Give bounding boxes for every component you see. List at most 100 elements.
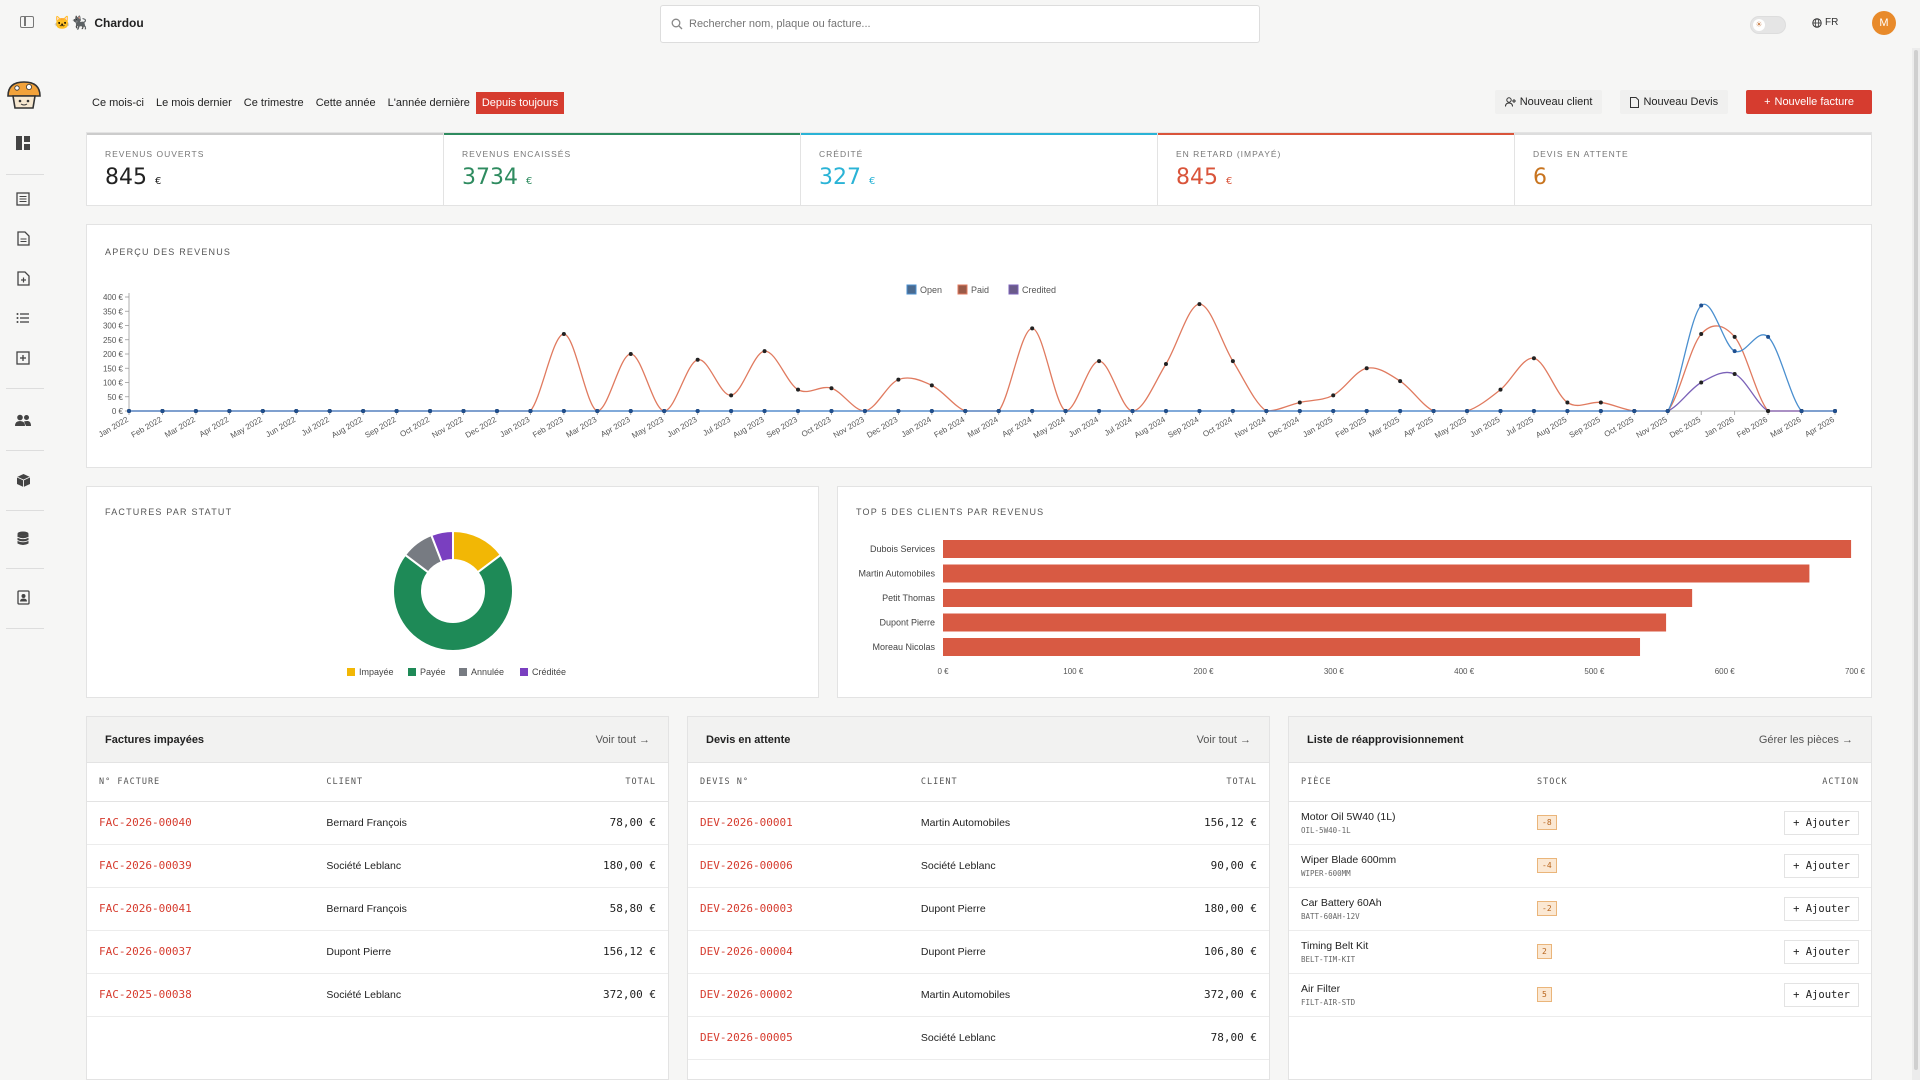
table-row[interactable]: DEV-2026-00001 Martin Automobiles 156,12 € bbox=[688, 801, 1269, 845]
kpi-open-revenue[interactable]: REVENUS OUVERTS 845 € bbox=[87, 133, 444, 205]
data-point bbox=[1431, 409, 1436, 413]
period-last-year[interactable]: L'année dernière bbox=[387, 97, 470, 109]
mushroom-logo-icon[interactable] bbox=[4, 78, 44, 112]
view-all-link[interactable]: Voir tout → bbox=[1196, 733, 1251, 746]
add-item-icon[interactable] bbox=[14, 349, 32, 367]
data-point bbox=[762, 349, 767, 354]
table-row[interactable]: FAC-2026-00040 Bernard François 78,00 € bbox=[87, 801, 668, 845]
stock-cell: 5 bbox=[1525, 973, 1676, 1017]
theme-toggle[interactable]: ☀ bbox=[1750, 16, 1786, 34]
add-part-button[interactable]: + Ajouter bbox=[1784, 939, 1859, 964]
database-icon[interactable] bbox=[14, 529, 32, 547]
kpi-overdue[interactable]: EN RETARD (IMPAYÉ) 845 € bbox=[1158, 133, 1515, 205]
kpi-pending-quotes[interactable]: DEVIS EN ATTENTE 6 bbox=[1515, 133, 1871, 205]
invoice-number-link[interactable]: FAC-2026-00039 bbox=[87, 844, 315, 888]
x-tick-label: Jul 2025 bbox=[1504, 415, 1535, 438]
invoice-number-link[interactable]: FAC-2025-00038 bbox=[87, 973, 315, 1017]
document-icon[interactable] bbox=[14, 229, 32, 247]
kpi-accent-bar bbox=[1515, 133, 1871, 135]
table-row[interactable]: FAC-2025-00038 Société Leblanc 372,00 € bbox=[87, 973, 668, 1017]
category-label: Dupont Pierre bbox=[879, 618, 935, 628]
period-this-quarter[interactable]: Ce trimestre bbox=[243, 97, 304, 109]
kpi-value: 845 bbox=[105, 165, 147, 190]
data-point bbox=[1699, 332, 1704, 337]
quote-number-link[interactable]: DEV-2026-00006 bbox=[688, 844, 909, 888]
period-this-year[interactable]: Cette année bbox=[315, 97, 376, 109]
part-name: Air Filter bbox=[1301, 982, 1341, 995]
table-row[interactable]: DEV-2026-00003 Dupont Pierre 180,00 € bbox=[688, 887, 1269, 931]
data-point bbox=[628, 352, 633, 356]
data-point bbox=[1565, 409, 1570, 413]
x-tick-label: Oct 2022 bbox=[398, 415, 431, 439]
user-avatar[interactable]: M bbox=[1872, 11, 1896, 35]
data-point bbox=[1163, 361, 1168, 366]
customers-icon[interactable] bbox=[14, 411, 32, 429]
x-tick-label: Aug 2025 bbox=[1534, 415, 1569, 440]
x-tick-label: 100 € bbox=[1063, 667, 1084, 676]
client-bar bbox=[943, 564, 1810, 583]
donut-slice bbox=[430, 529, 454, 564]
search-input[interactable] bbox=[689, 18, 1229, 30]
x-tick-label: Dec 2023 bbox=[865, 415, 900, 440]
table-row[interactable]: FAC-2026-00037 Dupont Pierre 156,12 € bbox=[87, 930, 668, 974]
table-row[interactable]: DEV-2026-00004 Dupont Pierre 106,80 € bbox=[688, 930, 1269, 974]
invoice-number-link[interactable]: FAC-2026-00041 bbox=[87, 887, 315, 931]
view-all-link[interactable]: Voir tout → bbox=[595, 733, 650, 746]
table-row[interactable]: FAC-2026-00041 Bernard François 58,80 € bbox=[87, 887, 668, 931]
box-icon[interactable] bbox=[14, 471, 32, 489]
search-box[interactable] bbox=[660, 5, 1260, 43]
add-part-button[interactable]: + Ajouter bbox=[1784, 982, 1859, 1007]
x-tick-label: 300 € bbox=[1324, 667, 1345, 676]
table-row[interactable]: DEV-2026-00005 Société Leblanc 78,00 € bbox=[688, 1016, 1269, 1060]
x-tick-label: Nov 2022 bbox=[430, 415, 465, 440]
data-point bbox=[1331, 393, 1336, 398]
quote-number-link[interactable]: DEV-2026-00005 bbox=[688, 1016, 909, 1060]
period-all-time[interactable]: Depuis toujours bbox=[475, 92, 565, 114]
data-point bbox=[1364, 409, 1369, 413]
kpi-currency: € bbox=[155, 176, 162, 187]
dashboard-icon[interactable] bbox=[14, 134, 32, 152]
new-quote-button[interactable]: Nouveau Devis bbox=[1620, 90, 1729, 114]
list-icon[interactable] bbox=[14, 309, 32, 327]
new-invoice-button[interactable]: + Nouvelle facture bbox=[1746, 90, 1872, 114]
data-point bbox=[127, 409, 131, 413]
table-row[interactable]: DEV-2026-00002 Martin Automobiles 372,00 € bbox=[688, 973, 1269, 1017]
sidebar-toggle-icon[interactable] bbox=[20, 16, 34, 28]
add-part-button[interactable]: + Ajouter bbox=[1784, 810, 1859, 835]
kpi-credited[interactable]: CRÉDITÉ 327 € bbox=[801, 133, 1158, 205]
manage-parts-link[interactable]: Gérer les pièces → bbox=[1758, 733, 1853, 746]
x-tick-label: Nov 2025 bbox=[1635, 415, 1670, 440]
invoice-number-link[interactable]: FAC-2026-00037 bbox=[87, 930, 315, 974]
add-part-button[interactable]: + Ajouter bbox=[1784, 853, 1859, 878]
contact-card-icon[interactable] bbox=[14, 588, 32, 606]
quote-number-link[interactable]: DEV-2026-00001 bbox=[688, 801, 909, 845]
quote-number-link[interactable]: DEV-2026-00002 bbox=[688, 973, 909, 1017]
scrollbar-thumb[interactable] bbox=[1914, 50, 1918, 1070]
invoice-number-link[interactable]: FAC-2026-00040 bbox=[87, 801, 315, 845]
kpi-collected-revenue[interactable]: REVENUS ENCAISSÉS 3734 € bbox=[444, 133, 801, 205]
invoices-icon[interactable] bbox=[14, 190, 32, 208]
x-tick-label: Jan 2022 bbox=[97, 415, 130, 440]
top-clients-bar-chart: Dubois Services Martin Automobiles Petit T… bbox=[858, 540, 1866, 676]
quote-file-icon[interactable] bbox=[14, 269, 32, 287]
data-point bbox=[1598, 409, 1603, 413]
client-name: Dupont Pierre bbox=[908, 887, 1124, 931]
language-selector[interactable]: FR bbox=[1812, 17, 1838, 28]
card-title: APERÇU DES REVENUS bbox=[105, 247, 232, 257]
table-row[interactable]: DEV-2026-00006 Société Leblanc 90,00 € bbox=[688, 844, 1269, 888]
add-part-button[interactable]: + Ajouter bbox=[1784, 896, 1859, 921]
quote-number-link[interactable]: DEV-2026-00004 bbox=[688, 930, 909, 974]
data-point bbox=[1665, 409, 1670, 413]
part-code: FILT-AIR-STD bbox=[1301, 997, 1356, 1007]
table-row[interactable]: FAC-2026-00039 Société Leblanc 180,00 € bbox=[87, 844, 668, 888]
x-tick-label: Jul 2023 bbox=[701, 415, 732, 438]
language-label: FR bbox=[1825, 17, 1839, 28]
brand[interactable]: 🐱🐈‍⬛ Chardou bbox=[54, 15, 144, 31]
quote-number-link[interactable]: DEV-2026-00003 bbox=[688, 887, 909, 931]
period-this-month[interactable]: Ce mois-ci bbox=[92, 97, 144, 109]
x-tick-label: Dec 2025 bbox=[1668, 415, 1703, 440]
new-client-button[interactable]: Nouveau client bbox=[1494, 90, 1603, 114]
client-bar bbox=[943, 638, 1641, 656]
x-tick-label: Mar 2023 bbox=[565, 415, 599, 440]
period-last-month[interactable]: Le mois dernier bbox=[155, 97, 232, 109]
